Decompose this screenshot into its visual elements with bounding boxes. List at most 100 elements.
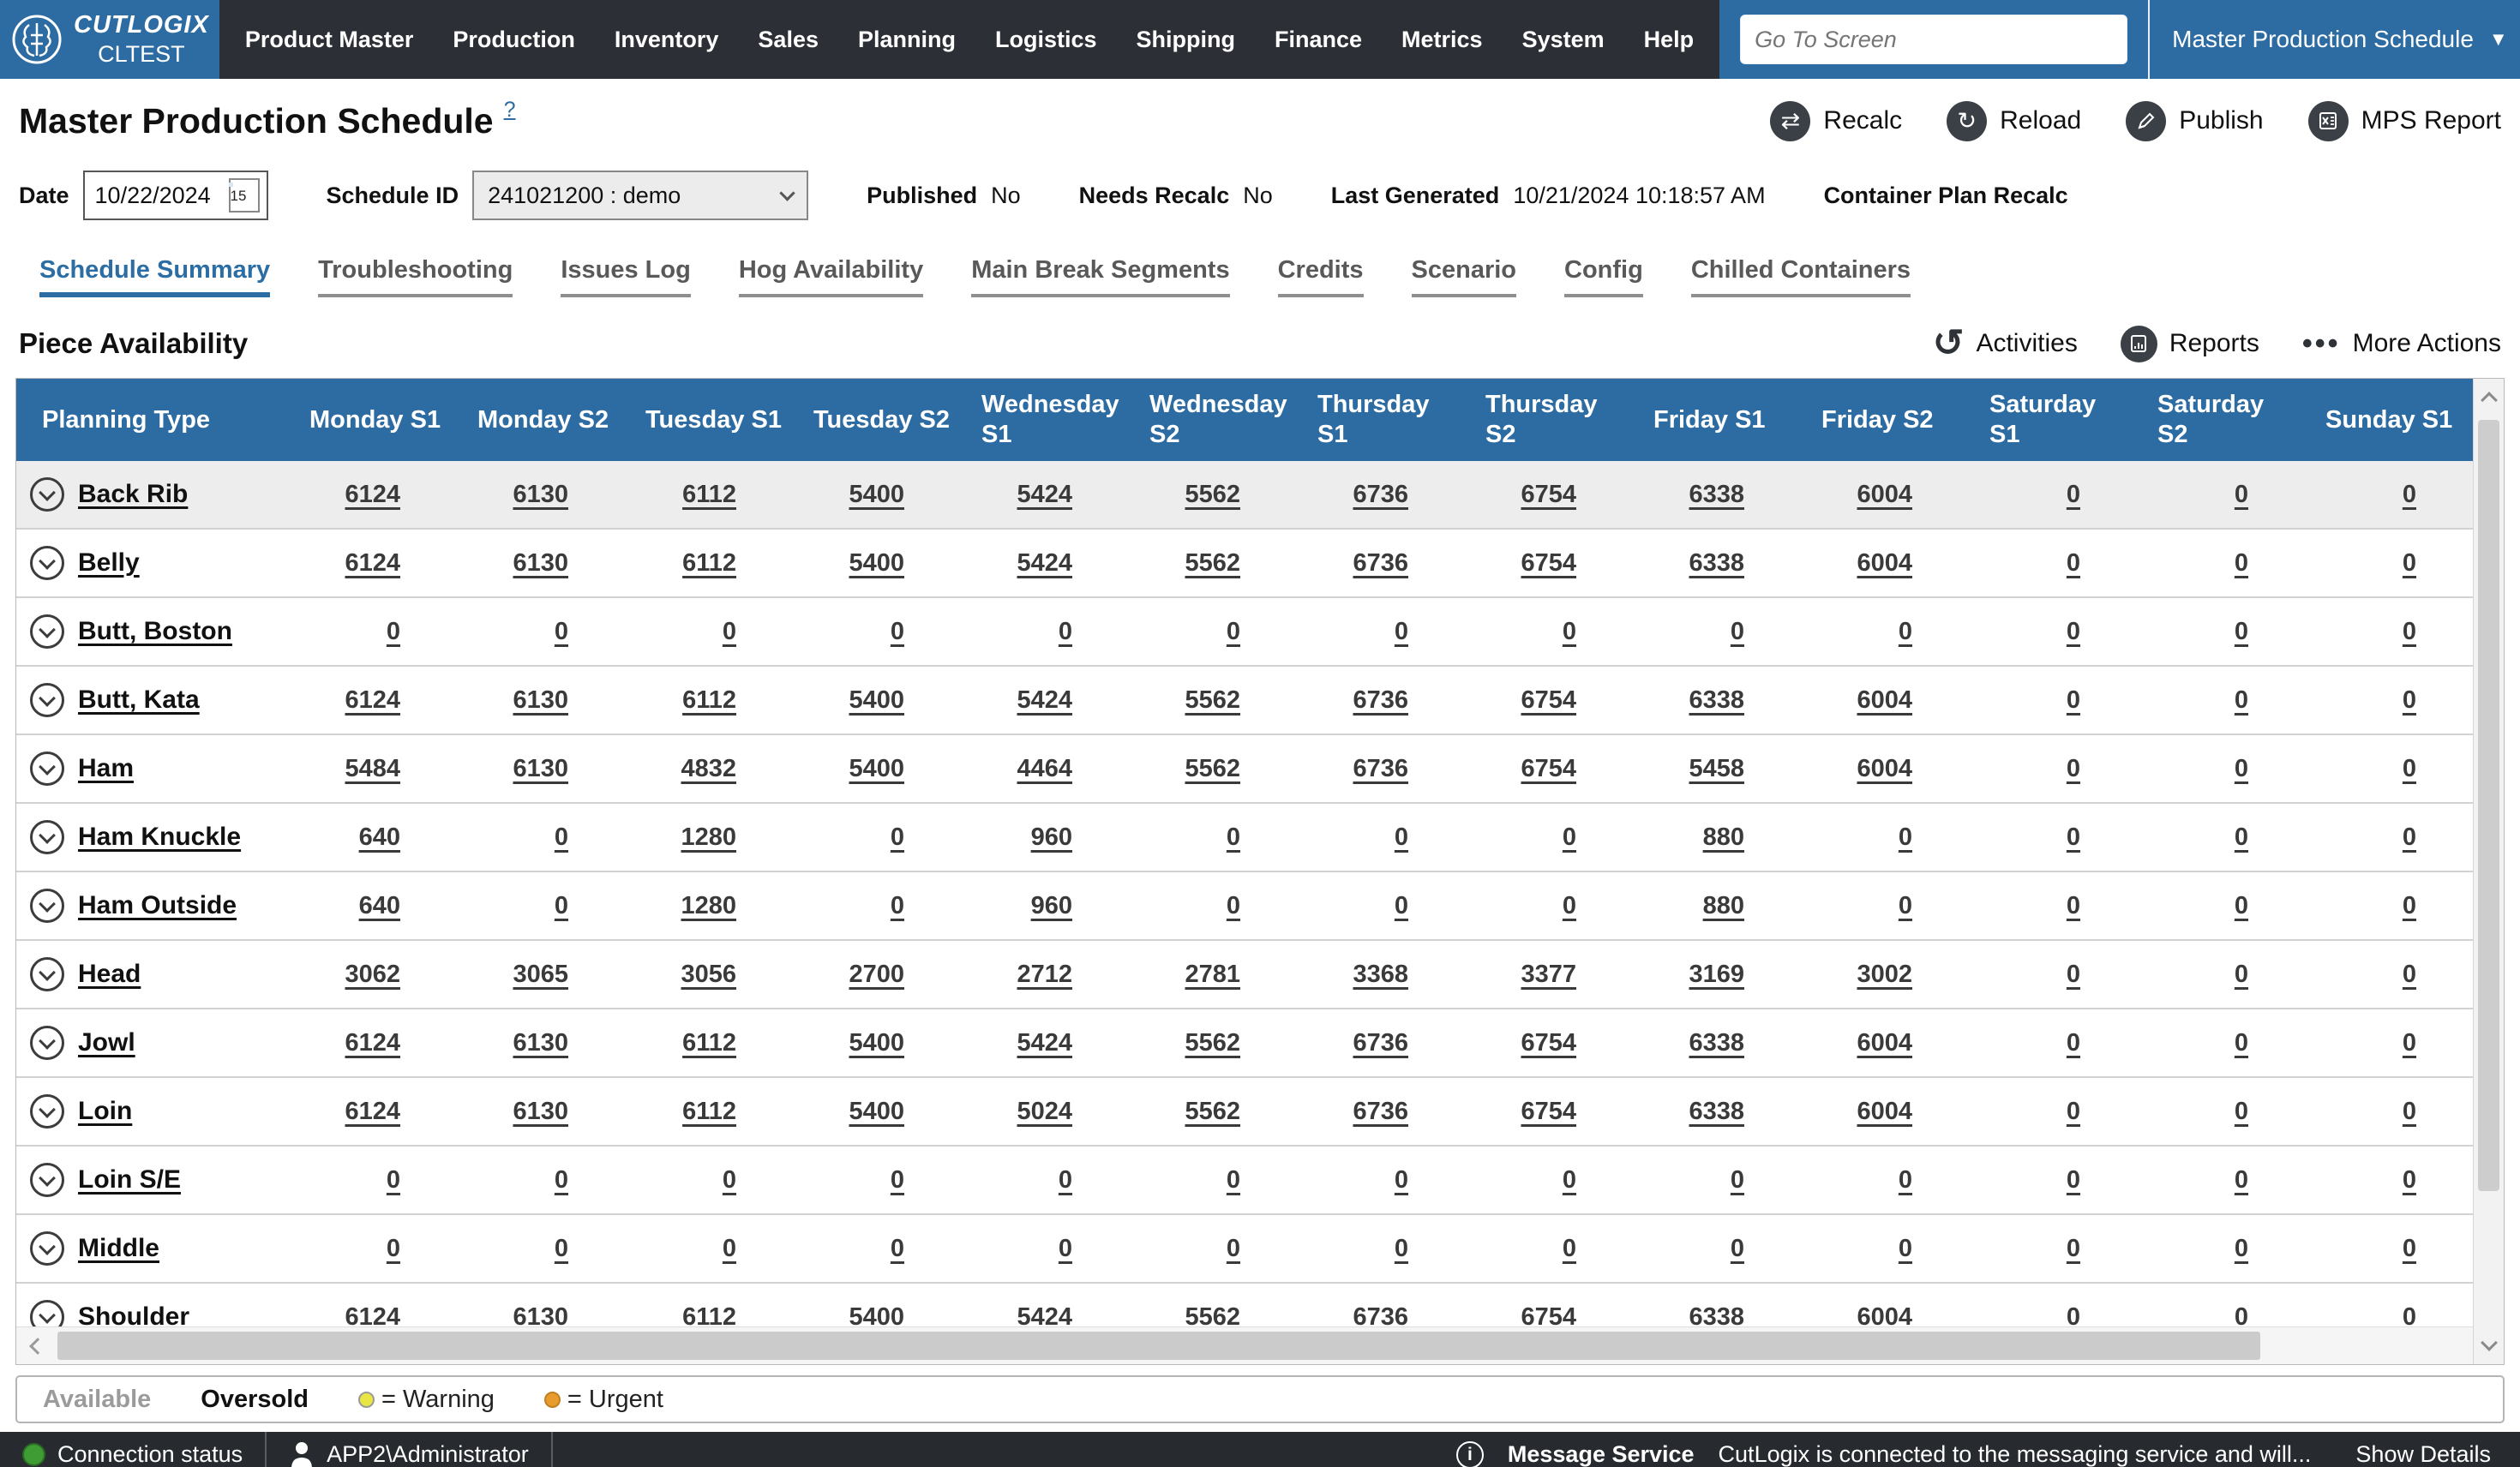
menu-item-product-master[interactable]: Product Master: [245, 27, 414, 53]
show-details-link[interactable]: Show Details: [2355, 1441, 2491, 1467]
column-header[interactable]: Thursday S2: [1465, 390, 1633, 450]
availability-value-link[interactable]: 0: [2403, 892, 2416, 919]
availability-value-link[interactable]: 0: [2067, 961, 2080, 988]
availability-value-link[interactable]: 5400: [849, 481, 904, 508]
availability-value-link[interactable]: 0: [2403, 823, 2416, 851]
availability-value-link[interactable]: 0: [2067, 686, 2080, 714]
planning-type-link[interactable]: Butt, Kata: [78, 686, 200, 715]
availability-value-link[interactable]: 6124: [345, 1303, 400, 1327]
menu-item-metrics[interactable]: Metrics: [1401, 27, 1483, 53]
availability-value-link[interactable]: 0: [1731, 1166, 1744, 1194]
availability-value-link[interactable]: 5562: [1185, 755, 1240, 782]
availability-value-link[interactable]: 6736: [1353, 1303, 1408, 1327]
availability-value-link[interactable]: 3368: [1353, 961, 1408, 988]
availability-value-link[interactable]: 0: [1395, 892, 1408, 919]
availability-value-link[interactable]: 6754: [1521, 686, 1576, 714]
availability-value-link[interactable]: 0: [2067, 755, 2080, 782]
availability-value-link[interactable]: 0: [1563, 618, 1576, 645]
availability-value-link[interactable]: 6112: [682, 1098, 736, 1125]
availability-value-link[interactable]: 6112: [682, 1303, 736, 1327]
row-expand-chevron-icon[interactable]: [30, 1163, 64, 1197]
availability-value-link[interactable]: 0: [2403, 1235, 2416, 1262]
availability-value-link[interactable]: 960: [1031, 892, 1072, 919]
recalc-button[interactable]: ⇄Recalc: [1770, 101, 1902, 141]
schedule-id-dropdown[interactable]: 241021200 : demo: [472, 171, 808, 220]
availability-value-link[interactable]: 0: [1059, 1235, 1072, 1262]
mps-report-button[interactable]: MPS Report: [2308, 101, 2501, 141]
availability-value-link[interactable]: 6130: [513, 755, 568, 782]
row-expand-chevron-icon[interactable]: [30, 614, 64, 649]
availability-value-link[interactable]: 3062: [345, 961, 400, 988]
availability-value-link[interactable]: 5400: [849, 1098, 904, 1125]
availability-value-link[interactable]: 0: [555, 823, 568, 851]
brand-block[interactable]: CUTLOGIX CLTEST: [0, 0, 219, 79]
availability-value-link[interactable]: 0: [723, 618, 736, 645]
availability-value-link[interactable]: 0: [2067, 549, 2080, 577]
column-header[interactable]: Saturday S2: [2137, 390, 2305, 450]
availability-value-link[interactable]: 6736: [1353, 481, 1408, 508]
availability-value-link[interactable]: 5458: [1689, 755, 1744, 782]
availability-value-link[interactable]: 0: [2235, 618, 2248, 645]
availability-value-link[interactable]: 6112: [682, 686, 736, 714]
availability-value-link[interactable]: 0: [2403, 961, 2416, 988]
availability-value-link[interactable]: 0: [1059, 1166, 1072, 1194]
row-expand-chevron-icon[interactable]: [30, 1026, 64, 1060]
date-value[interactable]: 10/22/2024: [95, 183, 211, 209]
availability-value-link[interactable]: 960: [1031, 823, 1072, 851]
availability-value-link[interactable]: 6736: [1353, 686, 1408, 714]
availability-value-link[interactable]: 4464: [1017, 755, 1072, 782]
availability-value-link[interactable]: 6338: [1689, 1029, 1744, 1057]
availability-value-link[interactable]: 0: [891, 823, 904, 851]
availability-value-link[interactable]: 0: [2403, 686, 2416, 714]
reload-button[interactable]: ↻Reload: [1947, 101, 2081, 141]
availability-value-link[interactable]: 0: [555, 1166, 568, 1194]
row-expand-chevron-icon[interactable]: [30, 683, 64, 717]
availability-value-link[interactable]: 6112: [682, 481, 736, 508]
availability-value-link[interactable]: 640: [359, 823, 400, 851]
reports-button[interactable]: Reports: [2121, 326, 2259, 362]
availability-value-link[interactable]: 0: [1731, 1235, 1744, 1262]
planning-type-link[interactable]: Loin: [78, 1097, 132, 1126]
menu-item-shipping[interactable]: Shipping: [1137, 27, 1235, 53]
availability-value-link[interactable]: 6754: [1521, 1098, 1576, 1125]
column-header[interactable]: Saturday S1: [1969, 390, 2137, 450]
availability-value-link[interactable]: 0: [2235, 549, 2248, 577]
column-header[interactable]: Planning Type: [16, 405, 289, 435]
tab-schedule-summary[interactable]: Schedule Summary: [39, 256, 270, 297]
column-header[interactable]: Wednesday S1: [961, 390, 1129, 450]
column-header[interactable]: Tuesday S1: [625, 405, 793, 435]
availability-value-link[interactable]: 3065: [513, 961, 568, 988]
availability-value-link[interactable]: 6112: [682, 549, 736, 577]
availability-value-link[interactable]: 6130: [513, 1098, 568, 1125]
column-header[interactable]: Wednesday S2: [1129, 390, 1297, 450]
availability-value-link[interactable]: 0: [2403, 481, 2416, 508]
availability-value-link[interactable]: 0: [2403, 1098, 2416, 1125]
more-actions-button[interactable]: ••• More Actions: [2302, 327, 2501, 361]
availability-value-link[interactable]: 0: [2067, 1029, 2080, 1057]
availability-value-link[interactable]: 6754: [1521, 1029, 1576, 1057]
availability-value-link[interactable]: 640: [359, 892, 400, 919]
help-link[interactable]: ?: [504, 98, 516, 123]
planning-type-link[interactable]: Ham Outside: [78, 891, 237, 920]
availability-value-link[interactable]: 2712: [1017, 961, 1072, 988]
availability-value-link[interactable]: 0: [387, 618, 400, 645]
availability-value-link[interactable]: 0: [2067, 618, 2080, 645]
availability-value-link[interactable]: 0: [723, 1166, 736, 1194]
menu-item-sales[interactable]: Sales: [758, 27, 819, 53]
availability-value-link[interactable]: 6004: [1857, 686, 1912, 714]
availability-value-link[interactable]: 880: [1703, 823, 1744, 851]
row-expand-chevron-icon[interactable]: [30, 957, 64, 991]
availability-value-link[interactable]: 5562: [1185, 1303, 1240, 1327]
availability-value-link[interactable]: 0: [387, 1235, 400, 1262]
availability-value-link[interactable]: 2700: [849, 961, 904, 988]
availability-value-link[interactable]: 0: [2403, 1303, 2416, 1327]
availability-value-link[interactable]: 0: [2067, 481, 2080, 508]
availability-value-link[interactable]: 0: [2235, 686, 2248, 714]
column-header[interactable]: Monday S1: [289, 405, 457, 435]
availability-value-link[interactable]: 6004: [1857, 755, 1912, 782]
availability-value-link[interactable]: 0: [1563, 1166, 1576, 1194]
availability-value-link[interactable]: 6736: [1353, 549, 1408, 577]
availability-value-link[interactable]: 0: [2403, 755, 2416, 782]
availability-value-link[interactable]: 0: [1899, 1166, 1912, 1194]
availability-value-link[interactable]: 6338: [1689, 1303, 1744, 1327]
